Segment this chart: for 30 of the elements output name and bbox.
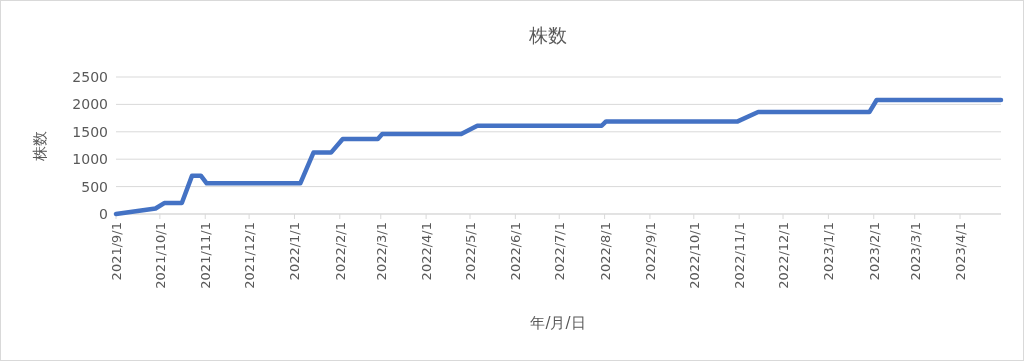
x-tick-label: 2022/12/1 [776,222,792,289]
line-series [113,97,1004,217]
x-tick-label: 2022/7/1 [552,222,568,281]
x-tick-label: 2022/4/1 [419,222,435,281]
x-tick-label: 2022/8/1 [597,222,613,281]
x-tick-label: 2021/10/1 [152,222,168,289]
y-tick-label: 2000 [72,96,108,113]
y-tick-label: 0 [99,206,108,222]
x-tick-label: 2022/3/1 [373,222,389,281]
y-tick-label: 2500 [72,69,108,85]
x-tick-label: 2021/9/1 [109,222,124,281]
y-axis-title: 株数 [31,130,49,162]
y-tick-label: 1500 [72,123,108,140]
x-tick-label: 2023/1/1 [821,222,837,281]
x-tick-label: 2022/6/1 [508,222,524,281]
x-tick-label: 2021/11/1 [198,222,214,289]
x-tick-label: 2022/10/1 [686,222,702,289]
y-tick-label: 500 [81,178,108,195]
y-tick-label: 1000 [72,151,108,168]
x-axis-title: 年/月/日 [530,314,586,332]
x-tick-label: 2022/11/1 [732,222,748,289]
x-tick-label: 2023/2/1 [866,222,882,281]
chart-title: 株数 [528,24,567,46]
x-tick-label: 2023/4/1 [953,222,969,281]
x-tick-label: 2023/3/1 [907,222,923,281]
x-tick-label: 2022/1/1 [287,222,303,281]
x-tick-label: 2022/2/1 [332,222,348,281]
x-tick-label: 2021/12/1 [242,222,258,289]
x-tick-label: 2022/9/1 [642,222,658,281]
x-tick-label: 2022/5/1 [463,222,478,281]
